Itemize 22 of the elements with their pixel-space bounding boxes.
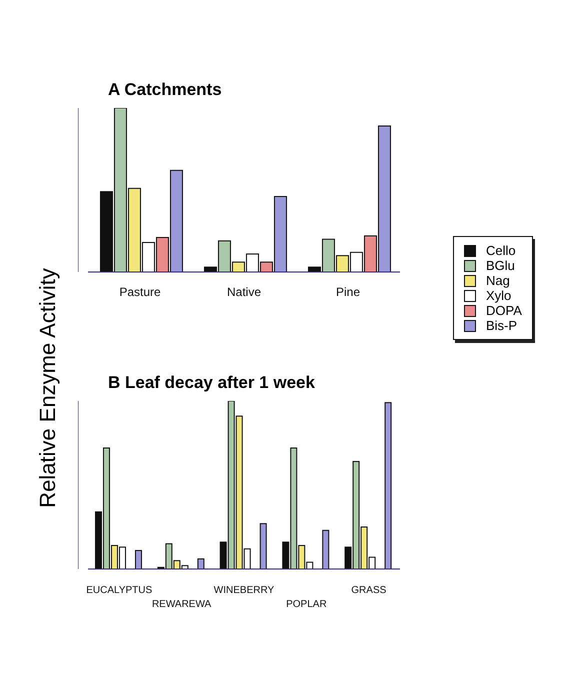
x-tick-label: Pasture xyxy=(119,285,161,299)
chart-title: B Leaf decay after 1 week xyxy=(108,373,316,394)
x-tick-label: REWAREWA xyxy=(152,599,212,610)
x-tick-label: WINEBERRY xyxy=(214,585,275,596)
legend-label: Cello xyxy=(486,243,516,258)
x-tick-label: Pine xyxy=(336,285,360,299)
legend-label: DOPA xyxy=(486,303,522,318)
x-tick-label: POPLAR xyxy=(286,599,327,610)
bar xyxy=(384,402,392,569)
bar xyxy=(322,530,330,569)
y-axis-title: Relative Enzyme Activity xyxy=(35,268,61,508)
bar xyxy=(260,523,267,569)
legend-label: Xylo xyxy=(486,288,512,303)
chart-title: A Catchments xyxy=(108,80,223,101)
x-tick-label: EUCALYPTUS xyxy=(86,585,152,596)
bar xyxy=(134,550,142,569)
legend-label: Nag xyxy=(486,273,510,288)
legend-label: Bis-P xyxy=(486,318,518,333)
bar xyxy=(197,558,204,569)
x-tick-label: Native xyxy=(226,285,262,299)
legend-label: BGlu xyxy=(486,258,515,273)
x-tick-label: GRASS xyxy=(351,585,387,596)
